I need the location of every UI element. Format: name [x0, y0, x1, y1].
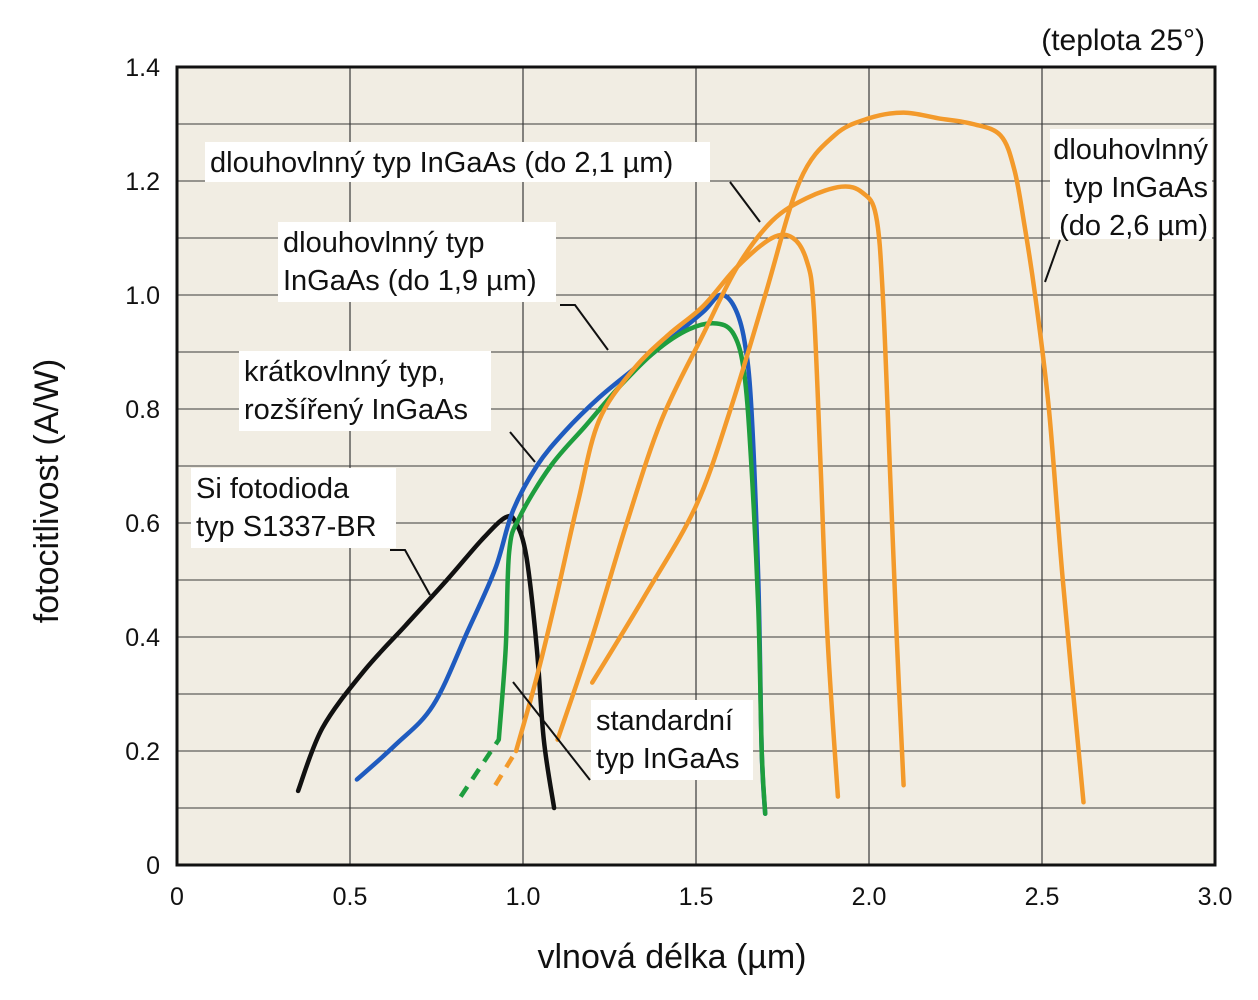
annotation-label: (do 2,6 µm) [1059, 210, 1208, 242]
annotation-leader [390, 549, 431, 596]
y-tick-label: 0 [146, 852, 160, 880]
annotation-label: Si fotodioda [196, 473, 350, 505]
annotation-bg [591, 700, 753, 780]
annotation-label: typ InGaAs [596, 743, 739, 775]
annotation-leader [512, 681, 591, 781]
annotation-label: typ InGaAs [1065, 172, 1208, 204]
annotations: dlouhovlnný typ InGaAs (do 2,1 µm) dlouho… [191, 129, 1212, 780]
y-tick-label: 0.6 [125, 510, 160, 538]
annotation-bg [278, 222, 556, 302]
annotation-label: dlouhovlnný typ InGaAs (do 2,1 µm) [210, 147, 673, 179]
y-tick-label: 0.4 [125, 624, 160, 652]
annotation-leader [1044, 239, 1061, 283]
x-tick-label: 0.5 [333, 883, 368, 911]
x-tick-label: 2.0 [852, 883, 887, 911]
series-group [295, 110, 1086, 816]
annotation-bg [1050, 129, 1212, 239]
annotation-bg [239, 351, 491, 431]
annotation-leaders [390, 181, 1061, 781]
annotation-leader [509, 431, 536, 463]
annotation-label: krátkovlnný typ, [244, 356, 445, 388]
annotation-label: dlouhovlnný typ [283, 227, 485, 259]
y-axis-label: fotocitlivost (A/W) [28, 359, 66, 623]
y-tick-label: 0.8 [125, 396, 160, 424]
annotation-leader [729, 181, 761, 223]
plot-frame [175, 65, 1217, 867]
x-tick-label: 1.5 [679, 883, 714, 911]
x-tick-label: 1.0 [506, 883, 541, 911]
annotation-leader [560, 304, 609, 351]
annotation-bg [205, 142, 710, 182]
series-line-6 [589, 110, 1086, 805]
condition-note: (teplota 25°) [1041, 24, 1205, 57]
annotation-label: InGaAs (do 1,9 µm) [283, 265, 537, 297]
x-tick-label: 0 [170, 883, 184, 911]
x-axis-ticks: 0 0.5 1.0 1.5 2.0 2.5 3.0 [170, 883, 1232, 911]
x-tick-label: 3.0 [1198, 883, 1233, 911]
annotation-bg [191, 468, 396, 548]
series-dashed-tail-4 [493, 749, 519, 787]
annotation-label: standardní [596, 705, 733, 737]
y-tick-label: 0.2 [125, 738, 160, 766]
y-tick-label: 1.0 [125, 282, 160, 310]
annotation-label: dlouhovlnný [1053, 134, 1208, 166]
annotation-label: typ S1337-BR [196, 511, 377, 543]
annotation-label: rozšířený InGaAs [244, 394, 468, 426]
x-axis-label: vlnová délka (µm) [537, 938, 806, 976]
y-tick-label: 1.4 [125, 54, 160, 82]
series-dashed-tail-3 [458, 738, 501, 798]
series-line-5 [555, 184, 906, 788]
series-line-3 [496, 321, 768, 816]
x-tick-label: 2.5 [1025, 883, 1060, 911]
y-tick-label: 1.2 [125, 168, 160, 196]
y-axis-ticks: 0 0.2 0.4 0.6 0.8 1.0 1.2 1.4 [125, 54, 160, 880]
